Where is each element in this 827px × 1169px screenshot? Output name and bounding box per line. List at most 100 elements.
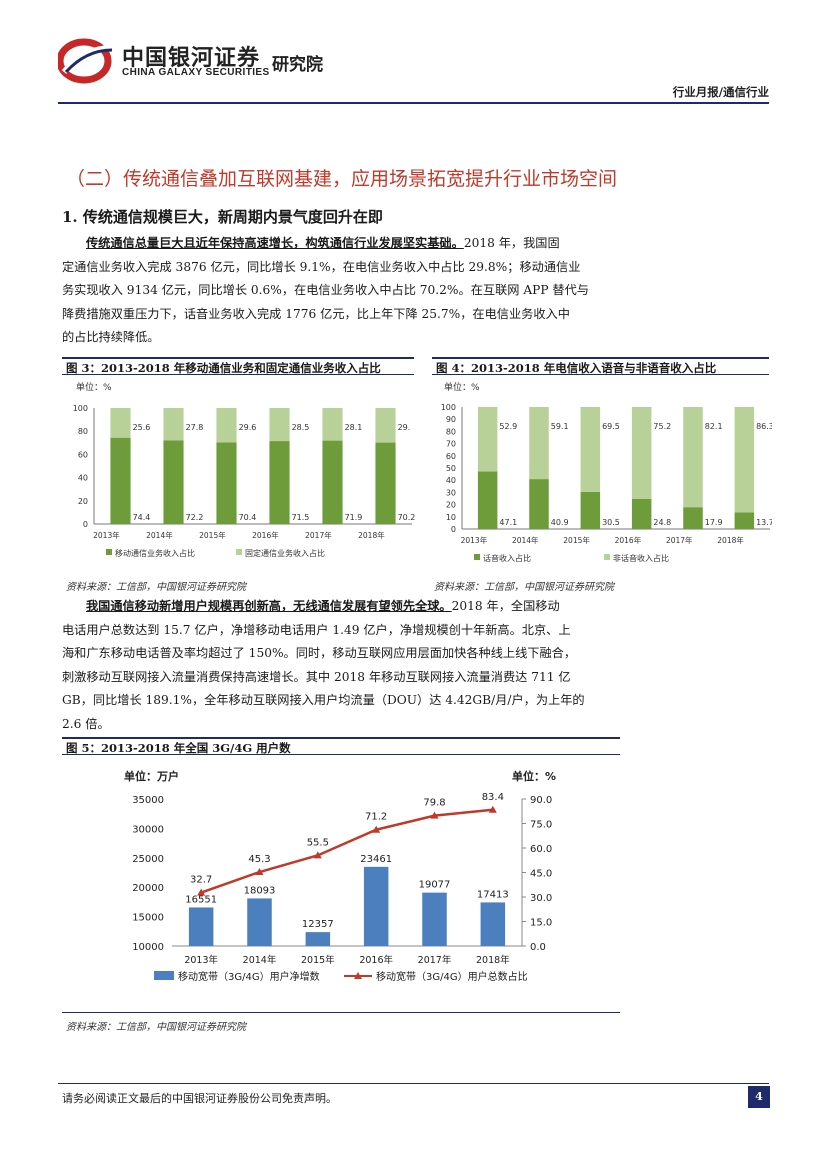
x-tick-label: 2015年 — [563, 535, 590, 545]
data-label: 28.5 — [292, 423, 310, 432]
series-line — [200, 808, 493, 894]
bar-segment — [110, 408, 131, 438]
header-divider — [58, 102, 769, 104]
bar-segment — [110, 437, 131, 524]
data-label: 47.1 — [499, 518, 517, 527]
y-tick-label: 0 — [451, 525, 456, 534]
x-tick-label: 2013年 — [184, 954, 218, 966]
x-tick-label: 2017年 — [418, 954, 452, 966]
x-tick-label: 2013年 — [93, 530, 120, 540]
paragraph-2-line: GB，同比增长 189.1%，全年移动互联网接入用户均流量（DOU）达 4.42… — [62, 693, 585, 707]
figure-5-source: 资料来源：工信部，中国银河证券研究院 — [66, 1022, 246, 1033]
y-right-tick-label: 75.0 — [530, 820, 552, 831]
line-marker — [255, 868, 264, 876]
legend-swatch — [604, 554, 610, 560]
bar-data-label: 18093 — [244, 885, 276, 896]
bar-segment — [163, 408, 184, 441]
figure-5-title: 图 5：2013-2018 年全国 3G/4G 用户数 — [62, 737, 620, 755]
line-marker — [313, 851, 322, 859]
y-right-tick-label: 15.0 — [530, 918, 552, 929]
y-tick-label: 20 — [446, 501, 456, 510]
y-tick-label: 70 — [446, 440, 456, 449]
data-label: 86.3 — [756, 422, 772, 431]
data-label: 28.1 — [345, 423, 363, 432]
paragraph-1-line: 务实现收入 9134 亿元，同比增长 0.6%，在电信业务收入中占比 70.2%… — [62, 283, 589, 297]
paragraph-1-text: 2018 年，我国固 — [463, 236, 560, 250]
bar-segment — [322, 408, 343, 441]
x-tick-label: 2017年 — [666, 535, 693, 545]
x-tick-label: 2014年 — [243, 954, 277, 966]
bar-segment — [683, 407, 703, 508]
x-tick-label: 2014年 — [512, 535, 539, 545]
data-label: 74.4 — [133, 513, 151, 522]
galaxy-logo-icon — [58, 38, 113, 84]
bar-segment — [580, 491, 601, 529]
y-tick-label: 50 — [446, 464, 456, 473]
y-tick-label: 10 — [446, 513, 456, 522]
x-tick-label: 2014年 — [146, 530, 173, 540]
y-tick-label: 80 — [446, 427, 456, 436]
x-tick-label: 2016年 — [615, 535, 642, 545]
line-marker — [430, 811, 439, 819]
data-label: 70.4 — [239, 513, 257, 522]
y-right-tick-label: 0.0 — [530, 942, 546, 953]
bar — [480, 902, 506, 946]
data-label: 25.6 — [133, 423, 151, 432]
line-marker — [488, 805, 497, 813]
bar-segment — [529, 407, 549, 480]
legend-label: 移动宽带（3G/4G）用户总数占比 — [376, 970, 528, 983]
paragraph-2-lead: 我国通信移动新增用户规模再创新高，无线通信发展有望领先全球。 — [86, 599, 452, 613]
bar — [188, 907, 214, 946]
paragraph-2-line: 海和广东移动电话普及率均超过了 150%。同时，移动互联网应用层面加快各种线上线… — [62, 646, 577, 660]
bar-data-label: 12357 — [302, 919, 334, 930]
bar-segment — [269, 408, 290, 442]
line-data-label: 83.4 — [482, 792, 504, 803]
bar-data-label: 19077 — [419, 880, 451, 891]
y-tick-label: 40 — [78, 474, 88, 483]
brand-name-en: CHINA GALAXY SECURITIES — [122, 67, 270, 78]
paragraph-1-line: 定通信业务收入完成 3876 亿元，同比增长 9.1%，在电信业务收入中占比 2… — [62, 259, 581, 274]
data-label: 70.2 — [398, 513, 416, 522]
paragraph-2-text: 2018 年，全国移动 — [451, 599, 560, 613]
legend-label: 话音收入占比 — [483, 553, 531, 563]
data-label: 71.9 — [345, 513, 363, 522]
bar-segment — [477, 407, 498, 472]
x-tick-label: 2015年 — [301, 954, 335, 966]
right-axis-unit: 单位：% — [512, 769, 556, 783]
paragraph-2-line: 电话用户总数达到 15.7 亿户，净增移动电话用户 1.49 亿户，净增规模创十… — [62, 622, 571, 637]
bar-data-label: 23461 — [360, 854, 392, 865]
data-label: 75.2 — [653, 422, 671, 431]
data-label: 71.5 — [292, 513, 310, 522]
y-tick-label: 20 — [78, 497, 88, 506]
paragraph-1-line: 降费措施双重压力下，话音业务收入完成 1776 亿元，比上年下降 25.7%，在… — [62, 306, 570, 321]
bar-segment — [269, 441, 290, 524]
bar-segment — [375, 408, 396, 443]
x-tick-label: 2017年 — [305, 530, 332, 540]
y-left-tick-label: 20000 — [132, 883, 164, 894]
legend-swatch — [236, 549, 242, 555]
legend-swatch — [106, 549, 112, 555]
x-tick-label: 2018年 — [476, 954, 510, 966]
data-label: 30.5 — [602, 518, 620, 527]
y-left-tick-label: 10000 — [132, 942, 164, 953]
legend-label: 移动通信业务收入占比 — [115, 548, 195, 558]
paragraph-2-line: 刺激移动互联网接入流量消费保持高速增长。其中 2018 年移动互联网接入流量消费… — [62, 669, 571, 684]
y-left-tick-label: 35000 — [132, 795, 164, 806]
paragraph-2-line: 2.6 倍。 — [62, 716, 110, 731]
brand-name-cn: 中国银河证券 — [122, 46, 261, 71]
figure-3-chart: 单位：% 0 20 40 60 80 100 74.4 25.6 2013年 72.2 27.8 201… — [73, 381, 416, 558]
paragraph-2: 我国通信移动新增用户规模再创新高，无线通信发展有望领先全球。2018 年，全国移… — [62, 595, 622, 736]
bar-data-label: 16551 — [185, 894, 217, 905]
footer-disclaimer: 请务必阅读正文最后的中国银河证券股份公司免责声明。 — [62, 1092, 337, 1105]
x-tick-label: 2013年 — [461, 535, 488, 545]
y-tick-label: 90 — [446, 415, 456, 424]
x-tick-label: 2015年 — [199, 530, 226, 540]
subsection-title: 1. 传统通信规模巨大，新周期内景气度回升在即 — [62, 208, 383, 226]
data-label: 29. — [398, 423, 411, 432]
figure-4-title: 图 4：2013-2018 年电信收入语音与非语音收入占比 — [432, 357, 769, 375]
bar-segment — [216, 442, 237, 524]
y-tick-label: 100 — [73, 404, 88, 413]
x-tick-label: 2016年 — [359, 954, 393, 966]
data-label: 69.5 — [602, 422, 620, 431]
bar-segment — [580, 407, 601, 492]
